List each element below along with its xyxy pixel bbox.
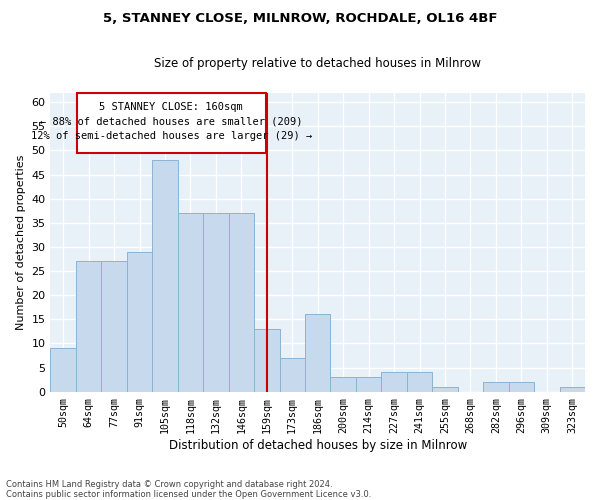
- Bar: [152, 160, 178, 392]
- Bar: [254, 329, 280, 392]
- Text: 5, STANNEY CLOSE, MILNROW, ROCHDALE, OL16 4BF: 5, STANNEY CLOSE, MILNROW, ROCHDALE, OL1…: [103, 12, 497, 26]
- Bar: [483, 382, 509, 392]
- Bar: [280, 358, 305, 392]
- X-axis label: Distribution of detached houses by size in Milnrow: Distribution of detached houses by size …: [169, 440, 467, 452]
- Bar: [305, 314, 331, 392]
- Title: Size of property relative to detached houses in Milnrow: Size of property relative to detached ho…: [154, 58, 481, 70]
- FancyBboxPatch shape: [77, 92, 266, 153]
- Bar: [229, 213, 254, 392]
- Text: 5 STANNEY CLOSE: 160sqm: 5 STANNEY CLOSE: 160sqm: [100, 102, 243, 112]
- Text: 12% of semi-detached houses are larger (29) →: 12% of semi-detached houses are larger (…: [31, 131, 312, 141]
- Bar: [331, 377, 356, 392]
- Bar: [382, 372, 407, 392]
- Y-axis label: Number of detached properties: Number of detached properties: [16, 154, 26, 330]
- Text: Contains public sector information licensed under the Open Government Licence v3: Contains public sector information licen…: [6, 490, 371, 499]
- Bar: [407, 372, 432, 392]
- Text: Contains HM Land Registry data © Crown copyright and database right 2024.: Contains HM Land Registry data © Crown c…: [6, 480, 332, 489]
- Bar: [76, 262, 101, 392]
- Bar: [509, 382, 534, 392]
- Bar: [101, 262, 127, 392]
- Bar: [50, 348, 76, 392]
- Bar: [203, 213, 229, 392]
- Bar: [178, 213, 203, 392]
- Bar: [356, 377, 382, 392]
- Bar: [432, 387, 458, 392]
- Bar: [127, 252, 152, 392]
- Bar: [560, 387, 585, 392]
- Text: ← 88% of detached houses are smaller (209): ← 88% of detached houses are smaller (20…: [40, 116, 302, 126]
